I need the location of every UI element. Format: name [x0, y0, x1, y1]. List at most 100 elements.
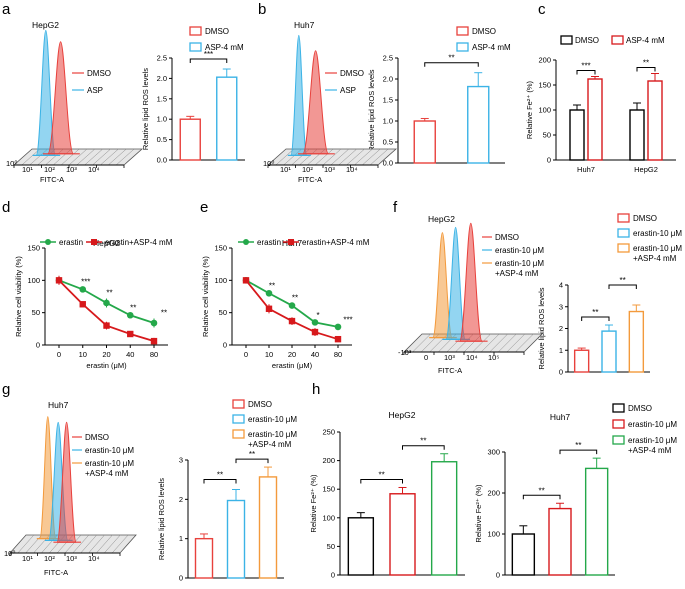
flow-legend-a-1: ASP — [87, 86, 103, 95]
flow-f-floor-grid — [506, 333, 526, 353]
d_line-ytick-label: 150 — [27, 244, 40, 253]
flow-tick-g-4: 10⁴ — [88, 554, 100, 563]
legend-swatch-h-1 — [612, 419, 625, 429]
e_line-sig-label: ** — [292, 294, 298, 303]
c_bar-bar — [569, 109, 585, 161]
d_line-sig-label: ** — [130, 303, 136, 312]
f_bar-ytick-label: 2 — [559, 324, 563, 333]
e_line-ytick-label: 0 — [223, 341, 227, 350]
h1_bar-ytick-label: 50 — [327, 542, 335, 551]
flow-legend-g-0: DMSO — [85, 433, 109, 442]
e_line-point — [311, 328, 319, 336]
flow-g-peak-2 — [56, 421, 77, 543]
a_bar-sig-bracket — [189, 58, 228, 64]
b_bar-bar — [413, 120, 436, 164]
flow-legend-g-1: erastin-10 μM — [85, 446, 134, 455]
f_bar-ytick-label: 3 — [559, 302, 563, 311]
legend-h-0: DMSO — [628, 404, 652, 413]
legend-b: DMSO ASP-4 mM — [456, 26, 511, 52]
legend-e: erastin erastin+ASP-4 mM — [238, 238, 370, 247]
flow-b-histogram-group — [266, 34, 398, 168]
legend-marker-d-0 — [45, 239, 51, 245]
h2_bar-ytick-label: 0 — [496, 571, 500, 580]
legend-swatch-a-0 — [189, 26, 202, 36]
legend-h: DMSO erastin-10 μM erastin-10 μM +ASP-4 … — [612, 403, 677, 455]
c_bar-xtick-label: HepG2 — [634, 165, 658, 174]
flow-f-floor-grid — [412, 333, 431, 353]
a_bar-ytick-label: 0.5 — [157, 135, 167, 144]
flow-tick-b-4: 10⁴ — [346, 165, 358, 174]
legend-swatch-g-1 — [232, 414, 245, 424]
a_bar-ytick-label: 1.5 — [157, 94, 167, 103]
f_bar-sig-label: ** — [592, 308, 598, 317]
h1_bar-ytick-label: 200 — [322, 456, 335, 465]
legend-e-0: erastin — [257, 238, 281, 247]
legend-c-0: DMSO — [575, 36, 599, 45]
g_bar-sig-bracket — [235, 458, 269, 464]
flow-tick-a-2: 10² — [44, 165, 55, 174]
e_line-xtick-label: 40 — [311, 350, 319, 359]
flow-tick-f-2: 10³ — [444, 353, 455, 362]
flow-legend-a-0: DMSO — [87, 69, 111, 78]
legend-f-1: erastin-10 μM — [633, 229, 682, 238]
g_bar-ytick-label: 3 — [179, 456, 183, 465]
legend-swatch-f-0 — [617, 213, 630, 223]
f_bar-sig-bracket — [581, 316, 610, 322]
legend-b-0: DMSO — [472, 27, 496, 36]
d_line-ytick-label: 0 — [36, 341, 40, 350]
h2_bar-ytick-label: 100 — [487, 530, 500, 539]
c_bar-ylabel: Relative Fe²⁺ (%) — [525, 80, 534, 139]
legend-h-1: erastin-10 μM — [628, 420, 677, 429]
h2_bar-sig-bracket — [559, 449, 598, 455]
flow-g-histogram-group — [9, 416, 137, 556]
g_bar-ytick-label: 0 — [179, 574, 183, 583]
flow-b-floor-grid — [354, 148, 373, 166]
e_line-point — [334, 323, 342, 331]
flow-legend-g-2: erastin-10 μM — [85, 459, 134, 468]
panel-letter-a: a — [2, 1, 11, 18]
b_bar-sig-label: ** — [448, 54, 454, 63]
flow-title-g: Huh7 — [48, 400, 69, 410]
flow-a-floor-grid — [68, 148, 88, 166]
flow-tick-g-2: 10² — [44, 554, 55, 563]
d_line-xlabel: erastin (μM) — [86, 361, 127, 370]
flow-legend-b-0: DMSO — [340, 69, 364, 78]
flow-panel-a: HepG2 DMSO ASP 10⁰ 10¹ 10² 10³ 10⁴ FITC-… — [6, 20, 111, 184]
legend-g-0: DMSO — [248, 400, 272, 409]
d_line-point — [55, 277, 63, 284]
flow-f-floor-grid — [515, 333, 534, 353]
legend-c: DMSO ASP-4 mM — [560, 35, 665, 45]
flow-xlabel-f: FITC-A — [438, 366, 462, 375]
b_bar-ytick-label: 2.5 — [383, 54, 393, 63]
legend-h-3: +ASP-4 mM — [628, 446, 672, 455]
d_line-xtick-label: 10 — [79, 350, 87, 359]
flow-tick-f-3: 10⁴ — [466, 353, 478, 362]
g_bar-sig-label: ** — [249, 450, 255, 459]
legend-a-1: ASP-4 mM — [205, 43, 244, 52]
legend-swatch-b-0 — [456, 26, 469, 36]
d_line-point — [103, 322, 110, 329]
e_line-sig-label: * — [316, 311, 319, 320]
a_bar-ytick-label: 1.0 — [157, 115, 167, 124]
d_line-point — [79, 301, 86, 308]
d_line-ytick-label: 100 — [27, 276, 40, 285]
flow-g-floor-grid — [72, 534, 90, 554]
h1_bar-ytick-label: 100 — [322, 513, 335, 522]
legend-swatch-b-1 — [456, 42, 469, 52]
flow-xlabel-g: FITC-A — [44, 568, 68, 577]
g_bar-ylabel: Relative lipid ROS levels — [157, 478, 166, 560]
flow-b-floor-grid — [314, 148, 334, 166]
h2_bar-ylabel: Relative Fe²⁺ (%) — [474, 484, 483, 543]
flow-f-floor-grid — [480, 333, 500, 353]
a_bar-ylabel: Relative lipid ROS levels — [141, 68, 150, 150]
panel-letter-g: g — [2, 381, 10, 398]
g_bar-ytick-label: 1 — [179, 534, 183, 543]
flow-b-floor-grid — [330, 148, 350, 166]
d_line-point — [150, 319, 158, 327]
f_bar-ytick-label: 1 — [559, 346, 563, 355]
h1_bar-ylabel: Relative Fe²⁺ (%) — [309, 474, 318, 533]
flow-b-peak-0 — [290, 34, 308, 156]
f_bar-ytick-label: 4 — [559, 281, 563, 290]
flow-xlabel-b: FITC-A — [298, 175, 322, 184]
b_bar-ytick-label: 0.0 — [383, 159, 393, 168]
